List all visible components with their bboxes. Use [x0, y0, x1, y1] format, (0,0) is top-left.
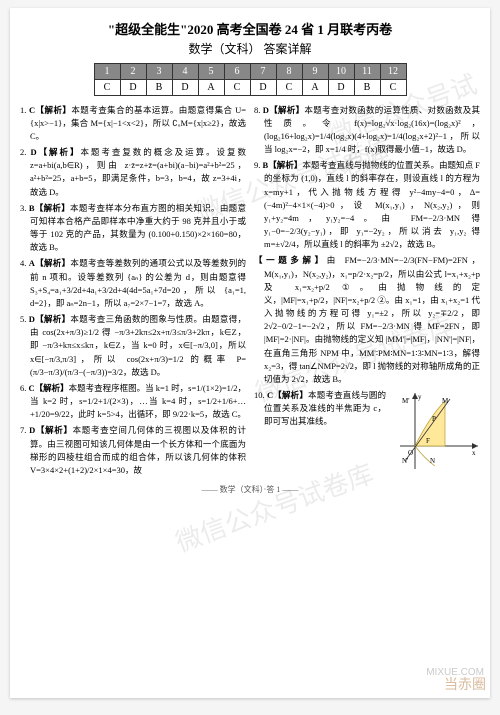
answer-letter: C — [224, 79, 250, 95]
answer-num: 12 — [380, 63, 406, 79]
answer-num: 8 — [276, 63, 302, 79]
svg-text:y: y — [418, 393, 422, 401]
solution-item: 2. D【解析】本题考查复数的概念及运算。设复数 z=a+bi(a,b∈R)，则… — [20, 146, 246, 199]
corner-logo: 当赤圈 — [444, 674, 486, 694]
solution-item: 8. D【解析】本题考查对数函数的运算性质、对数函数及其性质。令 f(x)=lo… — [254, 104, 480, 157]
svg-text:M': M' — [402, 397, 410, 405]
solution-item: 6. C【解析】本题考查程序框图。当 k=1 时，s=1/(1×2)=1/2，当… — [20, 382, 246, 422]
svg-text:F: F — [426, 437, 430, 445]
parabola-graph: Ox y M M' P F N N' — [390, 391, 480, 471]
answer-num: 1 — [94, 63, 120, 79]
svg-text:M: M — [442, 397, 449, 405]
answer-num: 5 — [198, 63, 224, 79]
answer-letter: A — [302, 79, 328, 95]
page-footer: —— 数学（文科）·答 1 —— — [20, 484, 480, 495]
solution-item: 4. A【解析】本题考查等差数列的通项公式以及等差数列的前 n 项和。设等差数列… — [20, 257, 246, 310]
answer-num: 6 — [224, 63, 250, 79]
svg-text:O: O — [408, 449, 413, 457]
answer-letter: D — [250, 79, 276, 95]
svg-text:P: P — [432, 415, 436, 423]
left-column: 1. C【解析】本题考查集合的基本运算。由题意得集合 U={x|x>−1}，集合… — [20, 104, 246, 481]
answer-letter: B — [146, 79, 172, 95]
svg-text:N': N' — [402, 457, 408, 465]
right-column: 8. D【解析】本题考查对数函数的运算性质、对数函数及其性质。令 f(x)=lo… — [254, 104, 480, 481]
answer-letter: C — [380, 79, 406, 95]
solution-item: 7. D【解析】本题考查空间几何体的三视图以及体积的计算。由三视图可知该几何体是… — [20, 424, 246, 477]
solution-item: 【一题多解】由 FM=−2/3·MN=−2/3(FN−FM)=2FN，M(x₁,… — [254, 254, 480, 386]
answer-table: 123456789101112 CDBDACDCADBC — [94, 63, 407, 96]
answer-letter: A — [198, 79, 224, 95]
solution-item: 5. D【解析】本题考查三角函数的图象与性质。由题意得，由 cos(2x+π/3… — [20, 313, 246, 379]
answer-letter: D — [328, 79, 354, 95]
answer-num: 11 — [354, 63, 380, 79]
answer-num: 2 — [120, 63, 146, 79]
svg-text:N: N — [430, 457, 435, 465]
solution-item: 3. B【解析】本题考查样本分布直方图的相关知识。由题意可知样本合格产品即样本中… — [20, 202, 246, 255]
solution-item: 9. B【解析】本题考查直线与抛物线的位置关系。由题知点 F 的坐标为 (1,0… — [254, 159, 480, 251]
answer-letter: D — [120, 79, 146, 95]
answer-num: 7 — [250, 63, 276, 79]
answer-num: 9 — [302, 63, 328, 79]
answer-num: 3 — [146, 63, 172, 79]
solution-item: 1. C【解析】本题考查集合的基本运算。由题意得集合 U={x|x>−1}，集合… — [20, 104, 246, 144]
answer-letter: B — [354, 79, 380, 95]
answer-num: 10 — [328, 63, 354, 79]
answer-letter: C — [94, 79, 120, 95]
exam-title: "超级全能生"2020 高考全国卷 24 省 1 月联考丙卷 — [20, 20, 480, 40]
svg-text:x: x — [472, 449, 476, 457]
answer-letter: C — [276, 79, 302, 95]
answer-num: 4 — [172, 63, 198, 79]
exam-subtitle: 数学（文科） 答案详解 — [20, 40, 480, 57]
answer-letter: D — [172, 79, 198, 95]
